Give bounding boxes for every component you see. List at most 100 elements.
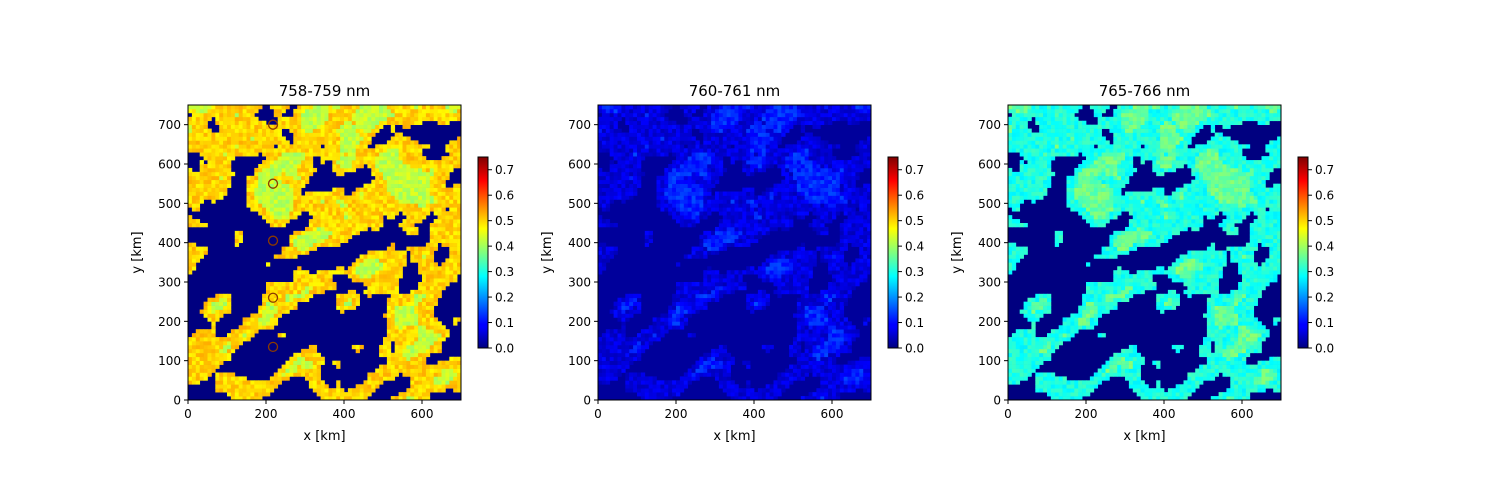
heatmap-cell bbox=[425, 108, 431, 114]
heatmap-cell bbox=[679, 317, 685, 322]
heatmap-cell bbox=[851, 215, 856, 220]
heatmap-cell bbox=[305, 144, 310, 149]
heatmap-cell bbox=[266, 175, 271, 181]
heatmap-cell bbox=[305, 105, 310, 110]
heatmap-cell bbox=[266, 171, 271, 177]
heatmap-cell bbox=[617, 297, 622, 303]
heatmap-cell bbox=[281, 164, 286, 169]
heatmap-cell bbox=[457, 211, 462, 216]
heatmap-cell bbox=[332, 211, 337, 216]
heatmap-cell bbox=[301, 368, 306, 373]
heatmap-cell bbox=[433, 348, 438, 354]
heatmap-cell bbox=[406, 230, 411, 236]
heatmap-cell bbox=[273, 187, 279, 192]
heatmap-cell bbox=[394, 321, 399, 326]
heatmap-cell bbox=[441, 191, 446, 196]
heatmap-cell bbox=[320, 108, 325, 114]
heatmap-cell bbox=[363, 274, 368, 279]
heatmap-cell bbox=[215, 305, 220, 310]
heatmap-cell bbox=[359, 156, 364, 161]
heatmap-cell bbox=[613, 301, 618, 306]
heatmap-cell bbox=[711, 274, 716, 279]
heatmap-cell bbox=[402, 329, 407, 334]
heatmap-cell bbox=[347, 215, 353, 220]
heatmap-cell bbox=[664, 380, 669, 385]
heatmap-cell bbox=[785, 266, 790, 271]
heatmap-cell bbox=[324, 191, 329, 196]
heatmap-cell bbox=[418, 156, 423, 161]
heatmap-cell bbox=[422, 199, 427, 204]
heatmap-cell bbox=[445, 333, 450, 338]
heatmap-cell bbox=[312, 136, 318, 141]
heatmap-cell bbox=[726, 219, 731, 224]
heatmap-cell bbox=[398, 108, 403, 114]
heatmap-cell bbox=[441, 384, 446, 389]
heatmap-cell bbox=[761, 293, 767, 299]
heatmap-cell bbox=[308, 148, 314, 153]
heatmap-cell bbox=[769, 223, 774, 228]
heatmap-cell bbox=[402, 191, 407, 196]
heatmap-cell bbox=[281, 120, 286, 126]
heatmap-cell bbox=[738, 242, 743, 247]
heatmap-cell bbox=[832, 246, 837, 251]
heatmap-cell bbox=[230, 156, 236, 161]
heatmap-cell bbox=[211, 333, 216, 338]
heatmap-cell bbox=[867, 203, 872, 208]
heatmap-cell bbox=[308, 167, 314, 173]
heatmap-cell bbox=[707, 230, 712, 236]
heatmap-cell bbox=[250, 388, 255, 393]
heatmap-cell bbox=[453, 183, 458, 188]
heatmap-cell bbox=[843, 278, 848, 283]
heatmap-cell bbox=[203, 372, 208, 377]
heatmap-cell bbox=[742, 270, 747, 275]
heatmap-cell bbox=[828, 219, 833, 224]
heatmap-cell bbox=[808, 356, 813, 362]
heatmap-cell bbox=[250, 329, 255, 334]
heatmap-cell bbox=[320, 211, 325, 216]
heatmap-cell bbox=[679, 321, 685, 326]
heatmap-cell bbox=[765, 262, 770, 267]
heatmap-cell bbox=[266, 285, 271, 291]
heatmap-cell bbox=[281, 372, 286, 377]
heatmap-cell bbox=[449, 195, 454, 200]
heatmap-cell bbox=[285, 219, 290, 224]
heatmap-cell bbox=[703, 293, 708, 299]
heatmap-cell bbox=[281, 140, 286, 145]
heatmap-cell bbox=[617, 301, 622, 306]
heatmap-cell bbox=[293, 278, 298, 283]
heatmap-cell bbox=[761, 215, 767, 220]
heatmap-cell bbox=[347, 112, 353, 118]
heatmap-cell bbox=[605, 348, 611, 354]
heatmap-cell bbox=[297, 230, 302, 236]
heatmap-cell bbox=[617, 352, 622, 358]
heatmap-cell bbox=[761, 270, 767, 275]
heatmap-cell bbox=[340, 392, 345, 397]
heatmap-cell bbox=[738, 226, 743, 232]
heatmap-cell bbox=[425, 199, 431, 204]
heatmap-cell bbox=[238, 384, 243, 389]
heatmap-cell bbox=[312, 238, 318, 244]
heatmap-cell bbox=[437, 179, 442, 185]
heatmap-cell bbox=[789, 258, 794, 263]
heatmap-cell bbox=[746, 364, 751, 369]
heatmap-cell bbox=[773, 270, 778, 275]
heatmap-cell bbox=[289, 211, 294, 216]
heatmap-cell bbox=[422, 144, 427, 149]
heatmap-cell bbox=[215, 341, 220, 346]
heatmap-cell bbox=[328, 199, 333, 204]
heatmap-cell bbox=[410, 191, 415, 196]
heatmap-cell bbox=[203, 333, 208, 338]
heatmap-cell bbox=[742, 282, 747, 287]
heatmap-cell bbox=[835, 396, 841, 401]
heatmap-cell bbox=[683, 380, 689, 385]
heatmap-cell bbox=[711, 352, 716, 358]
heatmap-cell bbox=[398, 183, 403, 188]
heatmap-cell bbox=[445, 270, 450, 275]
heatmap-cell bbox=[297, 274, 302, 279]
heatmap-cell bbox=[266, 128, 271, 133]
heatmap-cell bbox=[394, 285, 399, 291]
heatmap-cell bbox=[195, 148, 201, 153]
heatmap-cell bbox=[281, 293, 286, 299]
heatmap-cell bbox=[437, 195, 442, 200]
heatmap-cell bbox=[718, 203, 724, 208]
